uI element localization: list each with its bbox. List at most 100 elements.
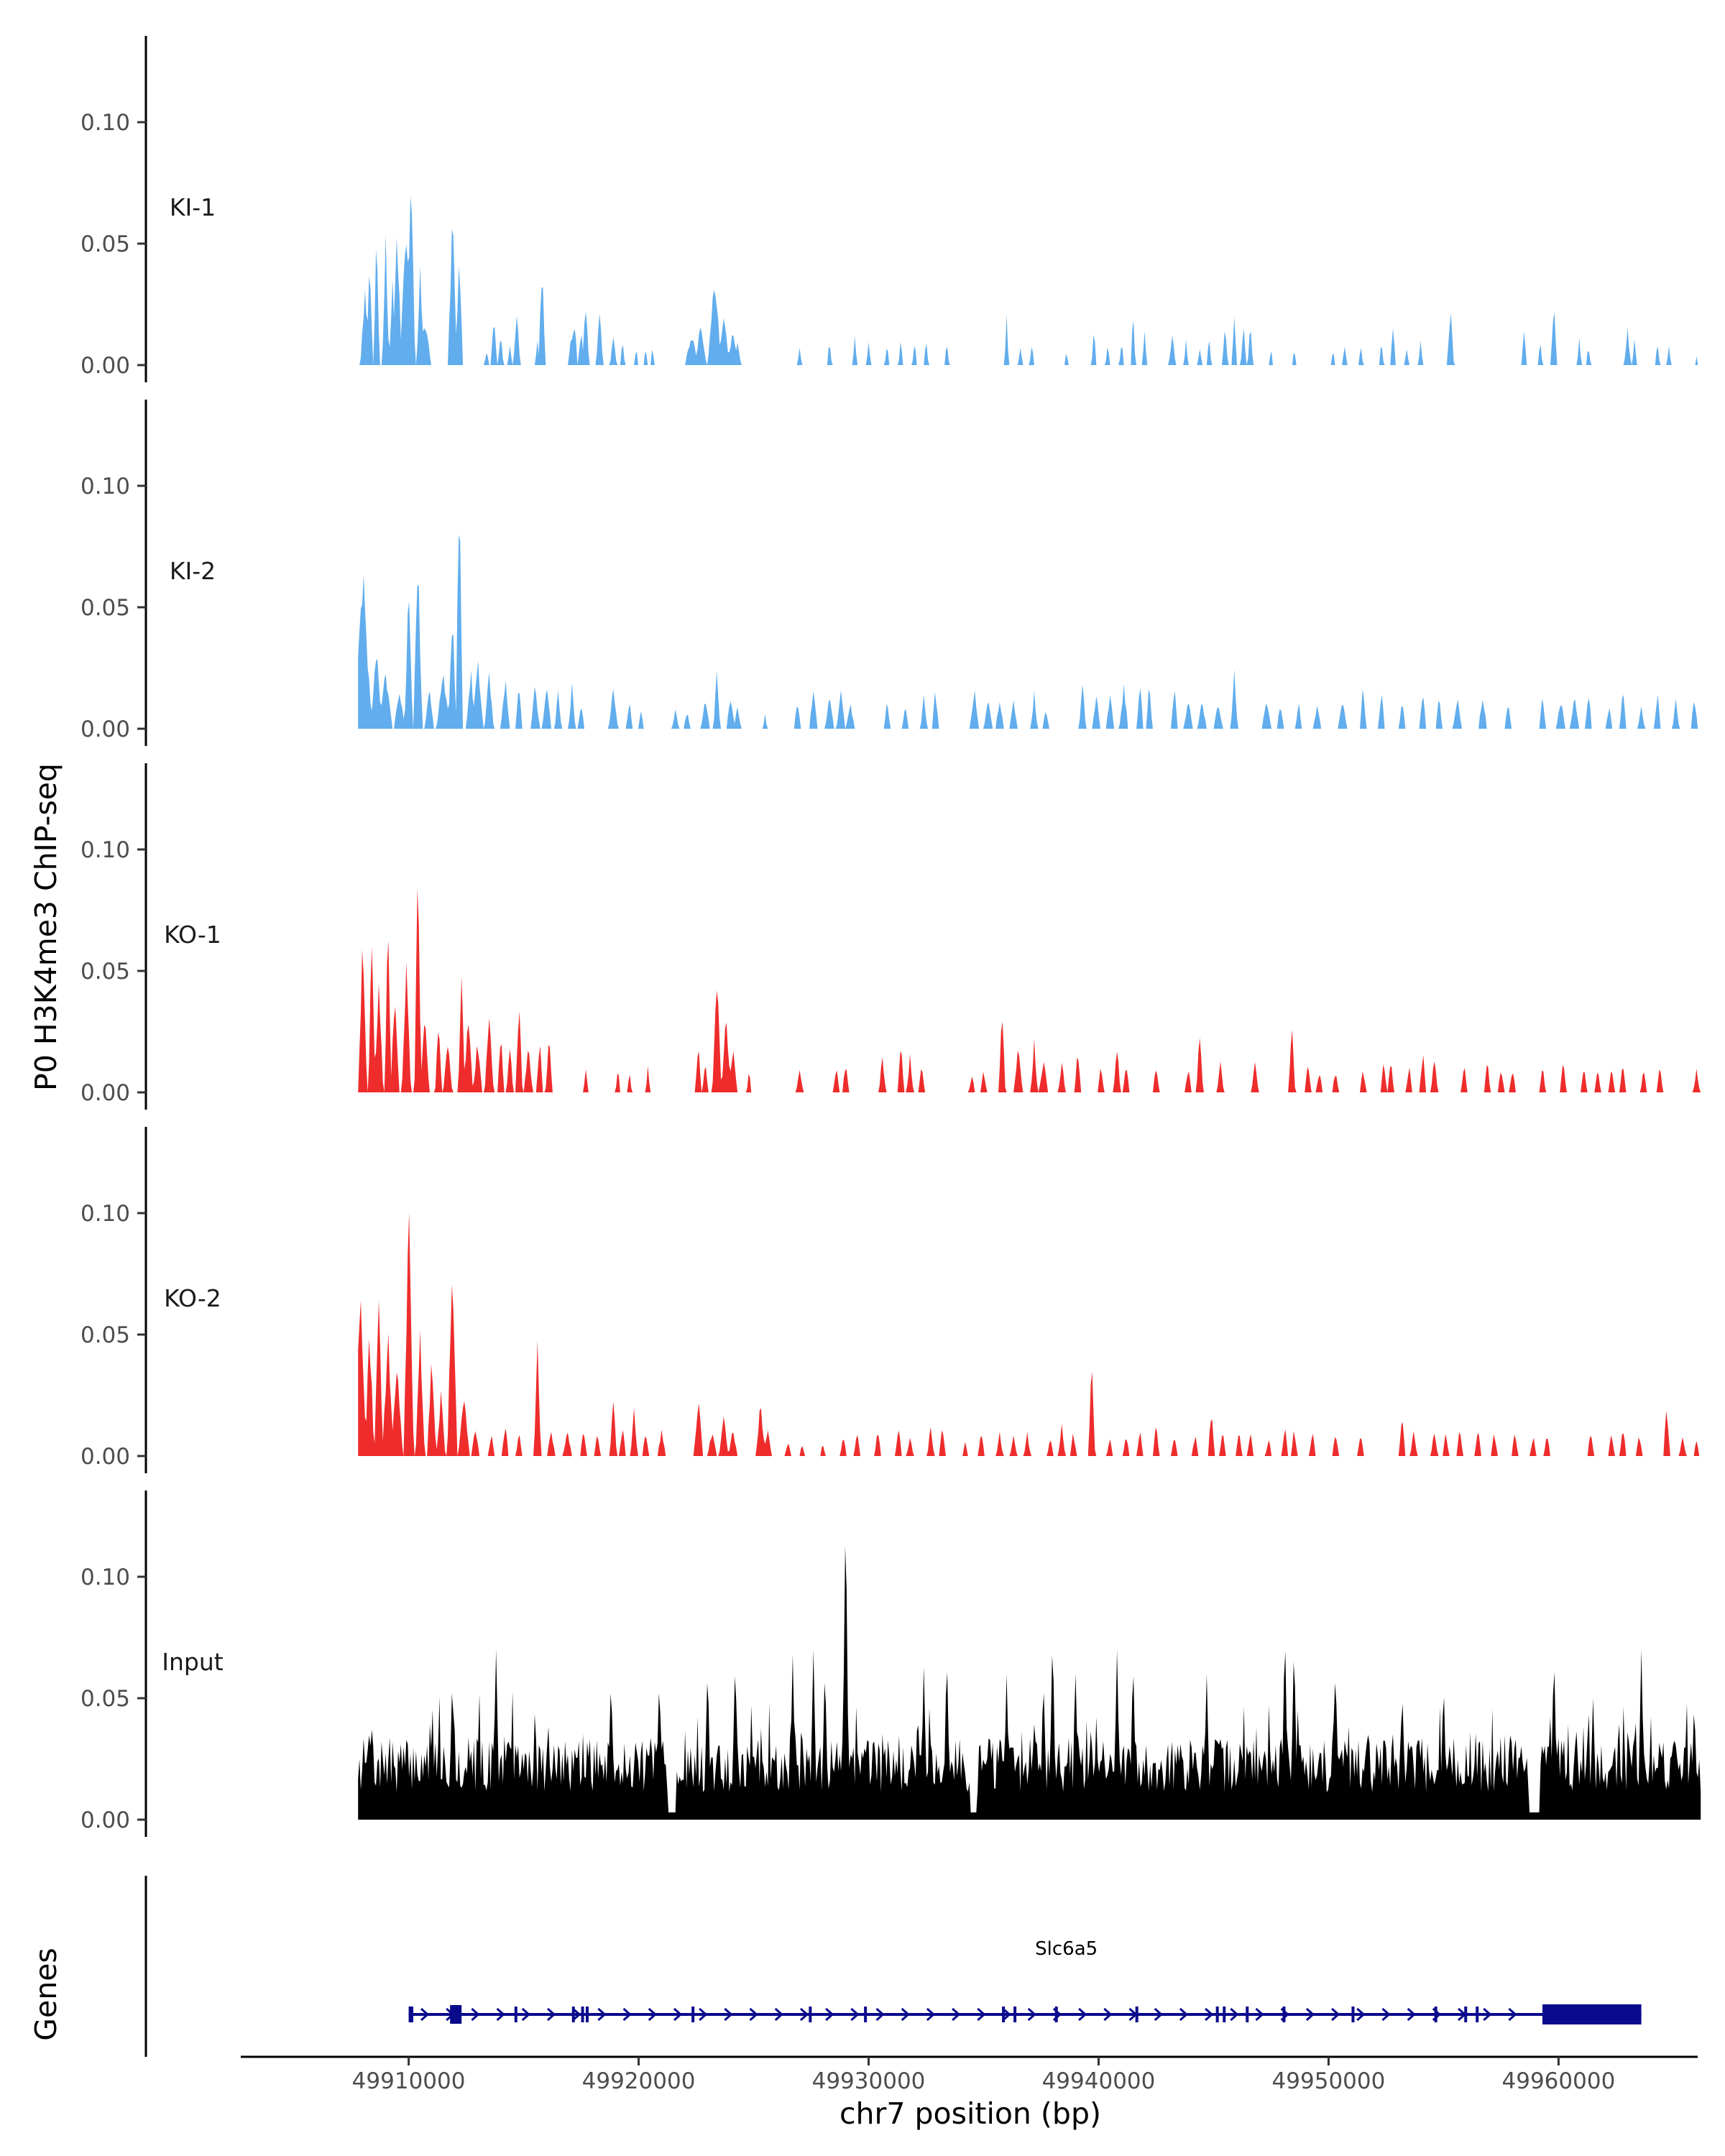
y-tick-label: 0.05 bbox=[80, 1322, 130, 1348]
strand-arrow bbox=[622, 2007, 632, 2022]
y-tick-label: 0.00 bbox=[80, 353, 130, 379]
strand-arrow bbox=[1154, 2007, 1163, 2022]
gene-exon bbox=[1013, 2007, 1017, 2022]
gene-exon bbox=[1002, 2007, 1006, 2022]
x-tick-label: 49910000 bbox=[352, 2068, 466, 2094]
gene-exon bbox=[1351, 2007, 1355, 2022]
strand-arrow bbox=[1458, 2007, 1467, 2022]
strand-arrow bbox=[1381, 2007, 1391, 2022]
y-tick-label: 0.10 bbox=[80, 1201, 130, 1227]
track-label: Input bbox=[162, 1648, 224, 1676]
y-tick-label: 0.10 bbox=[80, 1565, 130, 1590]
strand-arrow bbox=[1508, 2007, 1517, 2022]
strand-arrow bbox=[446, 2007, 455, 2022]
strand-arrow bbox=[901, 2007, 910, 2022]
strand-arrow bbox=[1205, 2007, 1214, 2022]
gene-exon bbox=[408, 2007, 413, 2022]
strand-arrow bbox=[774, 2007, 783, 2022]
strand-arrow bbox=[673, 2007, 683, 2022]
signal-area-input bbox=[358, 1546, 1701, 1820]
x-tick-label: 49950000 bbox=[1272, 2068, 1386, 2094]
strand-arrow bbox=[572, 2007, 581, 2022]
track-label: KO-2 bbox=[164, 1284, 221, 1312]
strand-arrow bbox=[471, 2007, 480, 2022]
gene-exon bbox=[809, 2007, 812, 2022]
tracks-layer: 0.00 0.05 0.10 KI-1 0.00 0.05 0.10 KI-2 0.00 0.05… bbox=[80, 36, 1701, 1837]
strand-arrow bbox=[825, 2007, 834, 2022]
strand-arrow bbox=[521, 2007, 531, 2022]
x-axis: 49910000 49920000 49930000 49940000 49950000… bbox=[241, 2055, 1698, 2094]
gene-exon bbox=[1054, 2007, 1058, 2022]
y-tick-label: 0.05 bbox=[80, 959, 130, 985]
strand-arrow bbox=[1052, 2007, 1062, 2022]
track-label: KI-1 bbox=[170, 193, 216, 221]
strand-arrow bbox=[749, 2007, 758, 2022]
strand-arrow bbox=[699, 2007, 708, 2022]
strand-arrow bbox=[1305, 2007, 1315, 2022]
gene-exon bbox=[585, 2007, 589, 2022]
signal-area-ki-2 bbox=[358, 534, 1701, 729]
gene-exon bbox=[450, 2005, 462, 2024]
y-tick-label: 0.00 bbox=[80, 717, 130, 742]
strand-arrow bbox=[420, 2007, 430, 2022]
strand-arrow bbox=[1078, 2007, 1087, 2022]
gene-exon bbox=[581, 2007, 584, 2022]
strand-arrow bbox=[850, 2007, 860, 2022]
strand-arrow bbox=[926, 2007, 936, 2022]
strand-arrow bbox=[1103, 2007, 1113, 2022]
y-tick-label: 0.10 bbox=[80, 474, 130, 499]
gene-exon bbox=[1434, 2007, 1438, 2022]
strand-arrow bbox=[496, 2007, 505, 2022]
signal-area-ko-1 bbox=[358, 888, 1701, 1092]
y-axis-title: P0 H3K4me3 ChIP-seq bbox=[29, 763, 63, 1091]
signal-area-ki-1 bbox=[358, 195, 1701, 365]
strand-arrow bbox=[1331, 2007, 1340, 2022]
strand-arrow bbox=[1002, 2007, 1011, 2022]
strand-arrow bbox=[1179, 2007, 1189, 2022]
gene-exon bbox=[514, 2007, 518, 2022]
track-input: 0.00 0.05 0.10 Input bbox=[80, 1491, 1701, 1837]
y-tick-label: 0.05 bbox=[80, 595, 130, 621]
strand-arrow bbox=[1356, 2007, 1366, 2022]
gene-exon bbox=[1223, 2007, 1226, 2022]
x-tick-label: 49930000 bbox=[812, 2068, 926, 2094]
strand-arrow bbox=[1432, 2007, 1442, 2022]
genes-axis-title: Genes bbox=[29, 1948, 63, 2041]
strand-arrow bbox=[648, 2007, 658, 2022]
strand-arrow bbox=[1407, 2007, 1416, 2022]
y-tick-label: 0.05 bbox=[80, 231, 130, 257]
y-tick-label: 0.00 bbox=[80, 1444, 130, 1470]
strand-arrow bbox=[875, 2007, 885, 2022]
track-label: KO-1 bbox=[164, 921, 221, 949]
strand-arrow bbox=[1255, 2007, 1264, 2022]
x-tick-label: 49940000 bbox=[1042, 2068, 1156, 2094]
gene-exon bbox=[691, 2007, 695, 2022]
strand-arrow bbox=[1027, 2007, 1036, 2022]
y-tick-label: 0.00 bbox=[80, 1080, 130, 1106]
track-ko-2: 0.00 0.05 0.10 KO-2 bbox=[80, 1127, 1701, 1473]
strand-arrow bbox=[952, 2007, 961, 2022]
gene-exon bbox=[864, 2007, 868, 2022]
gene-exon bbox=[1215, 2007, 1219, 2022]
track-ki-2: 0.00 0.05 0.10 KI-2 bbox=[80, 400, 1701, 746]
strand-arrow bbox=[1483, 2007, 1492, 2022]
track-ki-1: 0.00 0.05 0.10 KI-1 bbox=[80, 36, 1701, 382]
gene-exon bbox=[1246, 2007, 1249, 2022]
gene-track: Slc6a5 bbox=[144, 1876, 1642, 2057]
gene-exon bbox=[1542, 2004, 1642, 2024]
strand-arrow bbox=[597, 2007, 607, 2022]
x-tick-label: 49920000 bbox=[582, 2068, 696, 2094]
signal-area-ko-2 bbox=[358, 1212, 1701, 1456]
gene-name-label: Slc6a5 bbox=[1035, 1938, 1098, 1960]
track-ko-1: 0.00 0.05 0.10 KO-1 bbox=[80, 763, 1701, 1110]
gene-exon bbox=[1476, 2007, 1479, 2022]
gene-exon bbox=[1282, 2007, 1286, 2022]
y-tick-label: 0.05 bbox=[80, 1686, 130, 1712]
gene-exon bbox=[571, 2007, 575, 2022]
x-tick-label: 49960000 bbox=[1502, 2068, 1616, 2094]
strand-arrow bbox=[977, 2007, 986, 2022]
y-tick-label: 0.10 bbox=[80, 837, 130, 863]
strand-arrow bbox=[1128, 2007, 1138, 2022]
track-label: KI-2 bbox=[170, 557, 216, 585]
